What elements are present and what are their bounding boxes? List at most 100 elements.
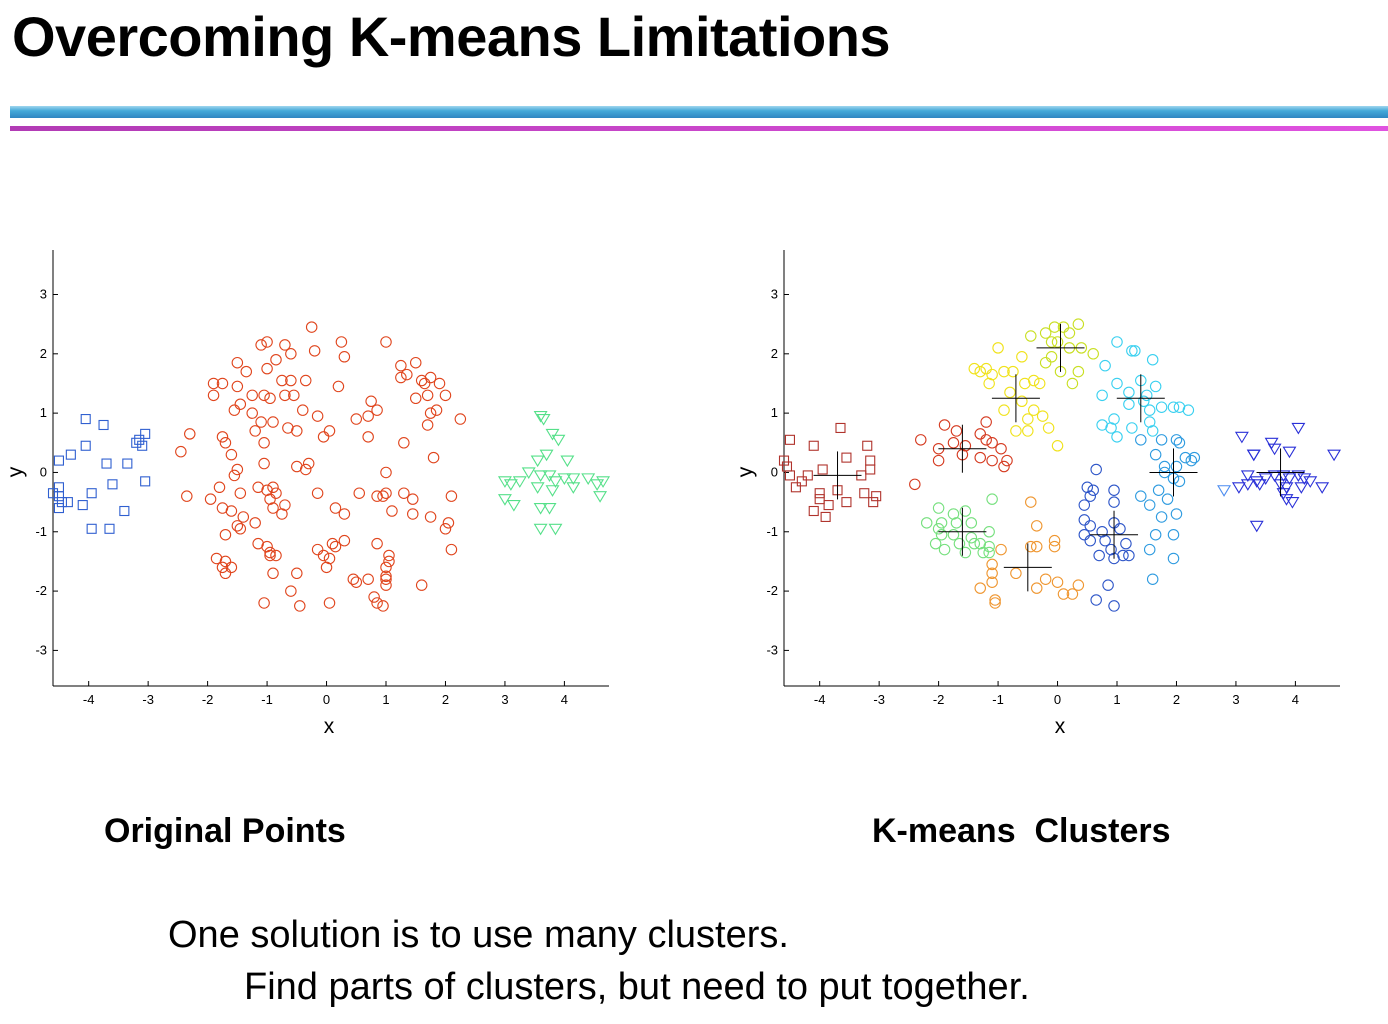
data-point-circle	[1057, 321, 1070, 333]
data-point-circle	[347, 573, 360, 585]
x-tick-label: 2	[1173, 692, 1180, 707]
x-tick-label: 2	[442, 692, 449, 707]
x-tick-label: 1	[382, 692, 389, 707]
data-point-circle	[424, 371, 437, 384]
data-point-triangle	[581, 473, 596, 485]
data-point-circle	[219, 437, 232, 449]
data-point-circle	[1090, 463, 1102, 476]
data-point-circle	[968, 537, 981, 550]
data-point-circle	[1120, 537, 1132, 550]
data-point-circle	[1123, 549, 1135, 562]
data-point-square	[56, 497, 67, 508]
data-point-circle	[1126, 345, 1138, 357]
data-point-triangle	[1217, 485, 1232, 497]
data-point-circle	[311, 543, 324, 556]
data-point-circle	[1066, 377, 1079, 390]
data-point-circle	[279, 339, 291, 351]
data-point-circle	[986, 454, 998, 467]
data-point-circle	[1063, 327, 1076, 339]
right-caption: K-means Clusters	[872, 812, 1171, 850]
data-point-circle	[1022, 425, 1034, 437]
data-point-circle	[998, 460, 1010, 473]
data-point-triangle	[530, 455, 545, 468]
data-point-circle	[932, 454, 945, 467]
data-point-circle	[986, 567, 998, 580]
data-point-circle	[439, 389, 452, 402]
data-point-circle	[454, 413, 467, 425]
y-tick-label: 1	[771, 405, 778, 420]
data-point-circle	[1108, 496, 1120, 508]
data-point-circle	[1001, 454, 1013, 467]
data-point-circle	[953, 537, 966, 550]
data-point-circle	[1102, 579, 1114, 591]
data-point-circle	[270, 549, 282, 562]
data-point-circle	[974, 365, 986, 378]
data-point-circle	[1140, 389, 1153, 402]
data-point-circle	[246, 407, 258, 419]
x-tick-label: -1	[992, 692, 1004, 707]
data-point-square	[134, 434, 145, 445]
data-point-triangle	[1240, 479, 1255, 491]
data-point-triangle	[1291, 470, 1306, 482]
data-point-circle	[1093, 549, 1105, 562]
data-point-circle	[231, 356, 244, 369]
data-point-circle	[977, 546, 989, 559]
data-point-triangle	[1258, 473, 1273, 485]
y-tick-label: 0	[40, 464, 47, 479]
bullet-text: One solution is to use many clusters.	[168, 914, 789, 956]
data-point-circle	[1028, 404, 1040, 416]
data-point-square	[137, 440, 148, 451]
data-point-square	[796, 476, 807, 487]
data-point-circle	[377, 490, 389, 502]
data-point-circle	[1048, 321, 1061, 333]
data-point-circle	[258, 389, 270, 402]
data-point-circle	[380, 487, 392, 499]
data-point-circle	[938, 419, 951, 431]
data-point-circle	[380, 573, 392, 585]
data-point-circle	[317, 549, 330, 562]
data-point-triangle	[1291, 422, 1306, 435]
data-point-circle	[350, 576, 363, 588]
data-point-circle	[1030, 582, 1043, 594]
data-point-circle	[1143, 404, 1156, 416]
data-point-circle	[234, 523, 247, 535]
data-point-circle	[1170, 434, 1183, 446]
data-point-circle	[407, 493, 419, 505]
data-point-circle	[338, 351, 351, 363]
data-point-circle	[395, 359, 407, 372]
data-point-triangle	[533, 523, 548, 536]
data-point-circle	[1149, 448, 1162, 461]
data-point-circle	[219, 567, 232, 580]
data-point-circle	[915, 434, 927, 446]
data-point-square	[107, 479, 118, 490]
data-point-circle	[228, 469, 241, 482]
data-point-circle	[992, 342, 1004, 354]
data-point-circle	[1025, 540, 1037, 553]
data-point-circle	[329, 502, 342, 514]
data-point-circle	[938, 543, 951, 556]
data-point-circle	[1078, 528, 1091, 541]
data-point-circle	[276, 374, 288, 387]
data-point-circle	[1143, 499, 1156, 511]
data-point-triangle	[1282, 446, 1297, 459]
data-point-circle	[1105, 422, 1117, 434]
data-point-circle	[279, 389, 291, 402]
data-point-circle	[291, 425, 303, 437]
data-point-square	[122, 458, 133, 469]
data-point-circle	[285, 348, 297, 360]
data-point-square	[784, 434, 795, 445]
data-point-circle	[1025, 496, 1037, 508]
data-point-circle	[237, 511, 250, 523]
x-tick-label: -2	[933, 692, 945, 707]
data-point-triangle	[1279, 494, 1294, 506]
data-point-circle	[1114, 523, 1126, 535]
data-point-circle	[1126, 422, 1138, 434]
data-point-circle	[427, 451, 440, 464]
data-point-circle	[323, 597, 336, 609]
x-tick-label: 3	[501, 692, 508, 707]
x-tick-label: 4	[1292, 692, 1299, 707]
data-point-triangle	[542, 470, 557, 482]
data-point-circle	[974, 451, 986, 464]
data-point-circle	[207, 389, 220, 402]
data-point-circle	[1173, 437, 1186, 449]
